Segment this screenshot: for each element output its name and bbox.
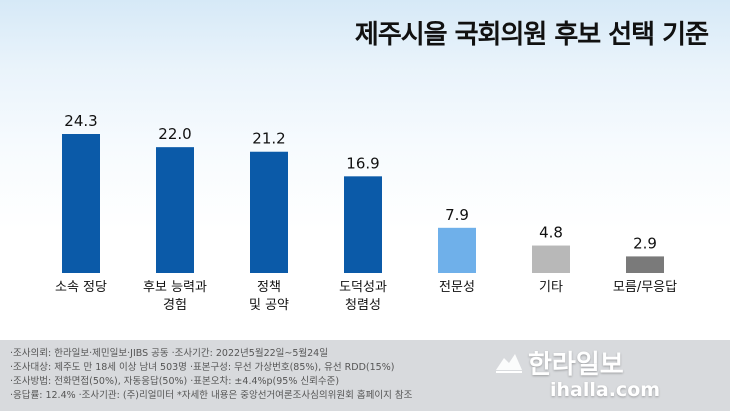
footnote-line: ·조사의뢰: 한라일보·제민일보·JIBS 공동 ·조사기간: 2022년5월2… [10,348,328,359]
bar-value-label: 2.9 [633,234,657,252]
bar-value-label: 24.3 [64,112,97,130]
chart-bar [438,227,476,273]
footnote-line: ·조사대상: 제주도 만 18세 이상 남녀 503명 ·표본구성: 무선 가상… [10,362,395,373]
bar-value-label: 21.2 [252,130,285,148]
category-label: 전문성 [439,280,475,295]
category-label: 및 공약 [249,298,289,313]
category-label: 청렴성 [345,298,381,313]
category-label: 도덕성과 [339,280,387,295]
halla-mountain-icon [496,354,522,373]
category-label: 소속 정당 [55,280,107,295]
bar-value-label: 16.9 [346,154,379,172]
chart-bar [62,134,100,273]
footnote-line: ·응답률: 12.4% ·조사기관: (주)리얼미터 *자세한 내용은 중앙선거… [10,390,413,401]
category-label: 모름/무응답 [613,280,677,295]
survey-footnotes: ·조사의뢰: 한라일보·제민일보·JIBS 공동 ·조사기간: 2022년5월2… [10,347,412,403]
chart-bar [156,147,194,273]
halla-logo: 한라일보 ihalla.com [494,344,664,404]
footer-panel: ·조사의뢰: 한라일보·제민일보·JIBS 공동 ·조사기간: 2022년5월2… [0,340,730,411]
chart-bar [344,176,382,273]
footnote-line: ·조사방법: 전화면접(50%), 자동응답(50%) ·표본오차: ±4.4%… [10,376,340,387]
bar-value-label: 4.8 [539,224,563,242]
category-label: 정책 [257,280,281,295]
bar-value-label: 7.9 [445,206,469,224]
category-label: 후보 능력과 [143,280,207,295]
logo-url: ihalla.com [550,379,661,401]
category-label: 기타 [539,280,563,295]
chart-bar [532,245,570,273]
chart-title: 제주시을 국회의원 후보 선택 기준 [354,20,709,50]
category-label: 경험 [163,298,187,313]
logo-name: 한라일보 [528,350,624,380]
chart-bar [250,151,288,273]
bar-value-label: 22.0 [158,125,191,143]
chart-bar [626,256,664,273]
